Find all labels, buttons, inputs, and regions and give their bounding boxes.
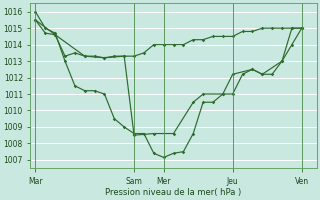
- X-axis label: Pression niveau de la mer( hPa ): Pression niveau de la mer( hPa ): [105, 188, 242, 197]
